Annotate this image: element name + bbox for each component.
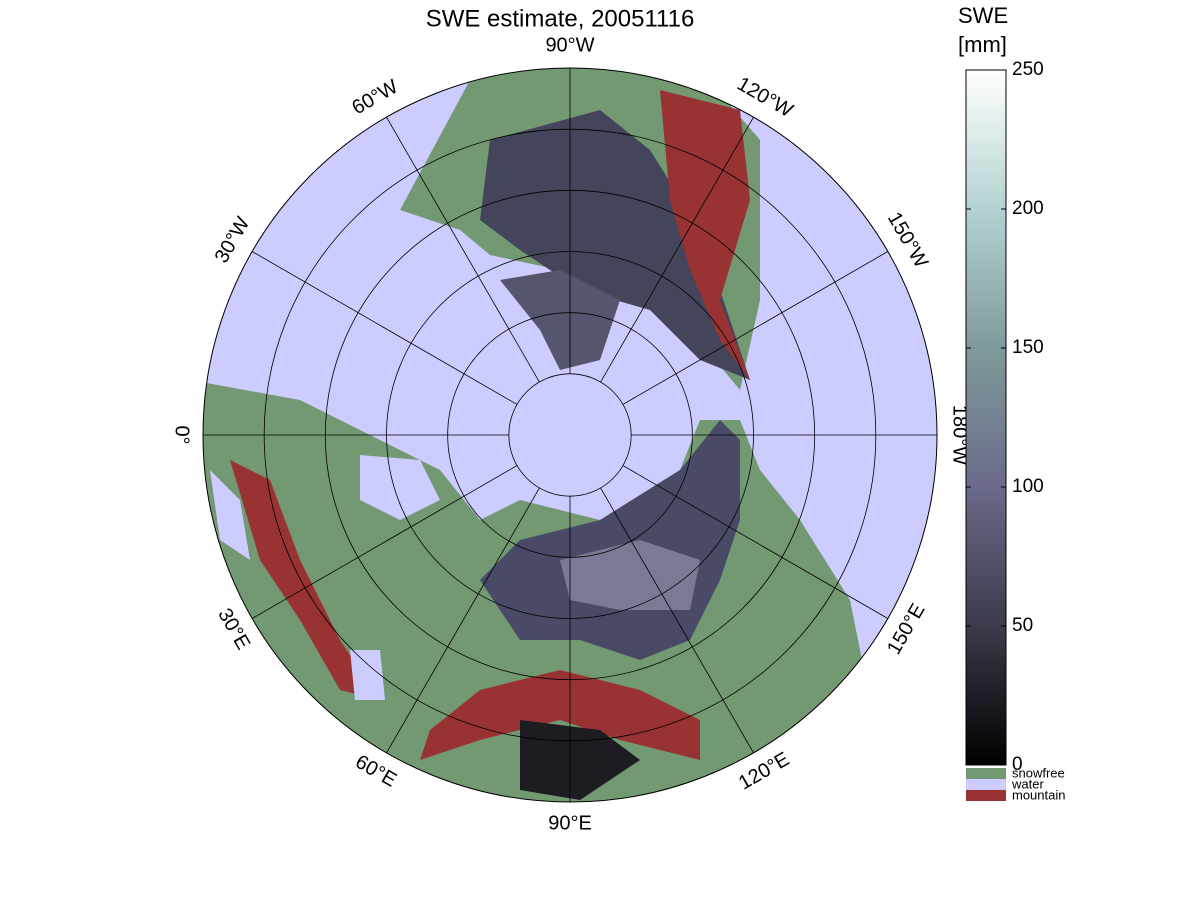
- meridian: [386, 487, 540, 754]
- category-swatch: [966, 779, 1006, 790]
- colorbar-tick-label: 50: [1012, 615, 1033, 636]
- category-label: snowfree: [1012, 765, 1065, 780]
- colorbar-tick-label: 100: [1012, 476, 1044, 497]
- category-swatch: [966, 768, 1006, 779]
- colorbar-tick-label: 150: [1012, 337, 1044, 358]
- meridian: [600, 487, 754, 754]
- meridian-label: 180°W: [949, 405, 971, 465]
- meridian: [386, 116, 540, 383]
- category-label: water: [1011, 776, 1044, 791]
- colorbar-label: SWE: [958, 3, 1008, 28]
- meridian: [622, 465, 889, 619]
- colorbar-tick-label: 0: [1012, 754, 1023, 775]
- meridian-label: 90°E: [548, 812, 592, 834]
- title: SWE estimate, 20051116: [426, 5, 695, 32]
- meridian: [622, 251, 889, 405]
- meridian: [600, 116, 754, 383]
- colorbar-gradient: [965, 69, 1007, 766]
- colorbar: SWE [mm] 0 50 100 150 200 250 snowfreewatermount…: [958, 3, 1065, 803]
- meridian: [251, 251, 518, 405]
- category-swatch: [966, 790, 1006, 801]
- colorbar-tick-label: 200: [1012, 198, 1044, 219]
- colorbar-tick-label: 250: [1012, 59, 1044, 80]
- category-label: mountain: [1012, 787, 1065, 802]
- meridian-label: 90°W: [545, 34, 594, 56]
- map-frame: [202, 67, 938, 803]
- meridian-label: 0°: [171, 425, 193, 444]
- colorbar-label: [mm]: [958, 32, 1007, 57]
- land: [203, 68, 870, 802]
- meridian: [251, 465, 518, 619]
